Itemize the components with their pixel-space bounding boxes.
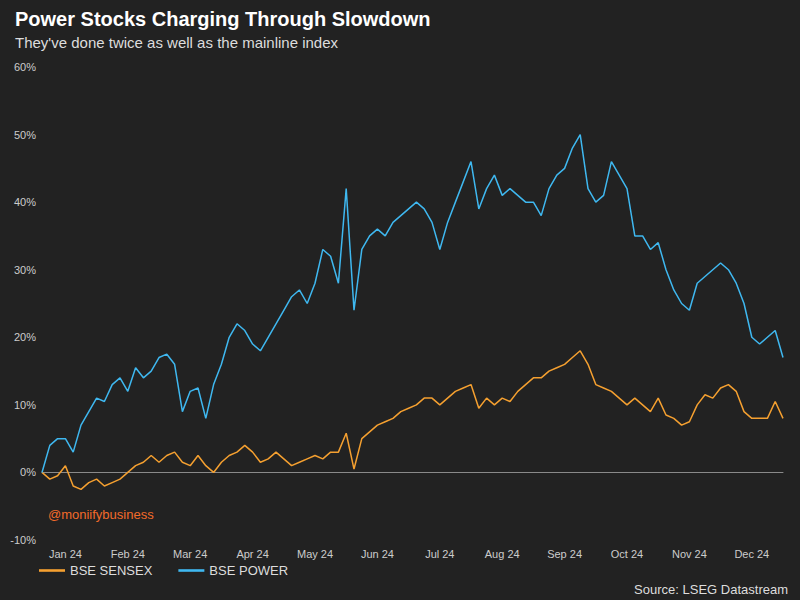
svg-text:BSE POWER: BSE POWER	[209, 563, 288, 578]
svg-text:Sep 24: Sep 24	[547, 548, 582, 560]
svg-text:Jan 24: Jan 24	[49, 548, 82, 560]
svg-text:Feb 24: Feb 24	[111, 548, 145, 560]
svg-text:Source: LSEG Datastream: Source: LSEG Datastream	[634, 582, 788, 597]
svg-text:Jun 24: Jun 24	[361, 548, 394, 560]
svg-text:Apr 24: Apr 24	[236, 548, 268, 560]
svg-text:Jul 24: Jul 24	[425, 548, 454, 560]
svg-text:50%: 50%	[14, 129, 36, 141]
svg-text:They've done twice as well as: They've done twice as well as the mainli…	[15, 34, 339, 51]
svg-text:0%: 0%	[20, 466, 36, 478]
svg-text:Nov 24: Nov 24	[672, 548, 707, 560]
svg-text:Dec 24: Dec 24	[734, 548, 769, 560]
svg-text:Aug 24: Aug 24	[485, 548, 520, 560]
svg-text:Oct 24: Oct 24	[611, 548, 643, 560]
svg-text:May 24: May 24	[297, 548, 333, 560]
svg-text:60%: 60%	[14, 61, 36, 73]
svg-text:30%: 30%	[14, 264, 36, 276]
svg-text:BSE SENSEX: BSE SENSEX	[70, 563, 153, 578]
svg-text:Power Stocks Charging Through: Power Stocks Charging Through Slowdown	[15, 8, 431, 30]
svg-text:40%: 40%	[14, 196, 36, 208]
svg-text:Mar 24: Mar 24	[173, 548, 207, 560]
svg-text:10%: 10%	[14, 399, 36, 411]
svg-text:@moniifybusiness: @moniifybusiness	[48, 507, 154, 522]
svg-text:20%: 20%	[14, 331, 36, 343]
svg-text:-10%: -10%	[10, 534, 36, 546]
